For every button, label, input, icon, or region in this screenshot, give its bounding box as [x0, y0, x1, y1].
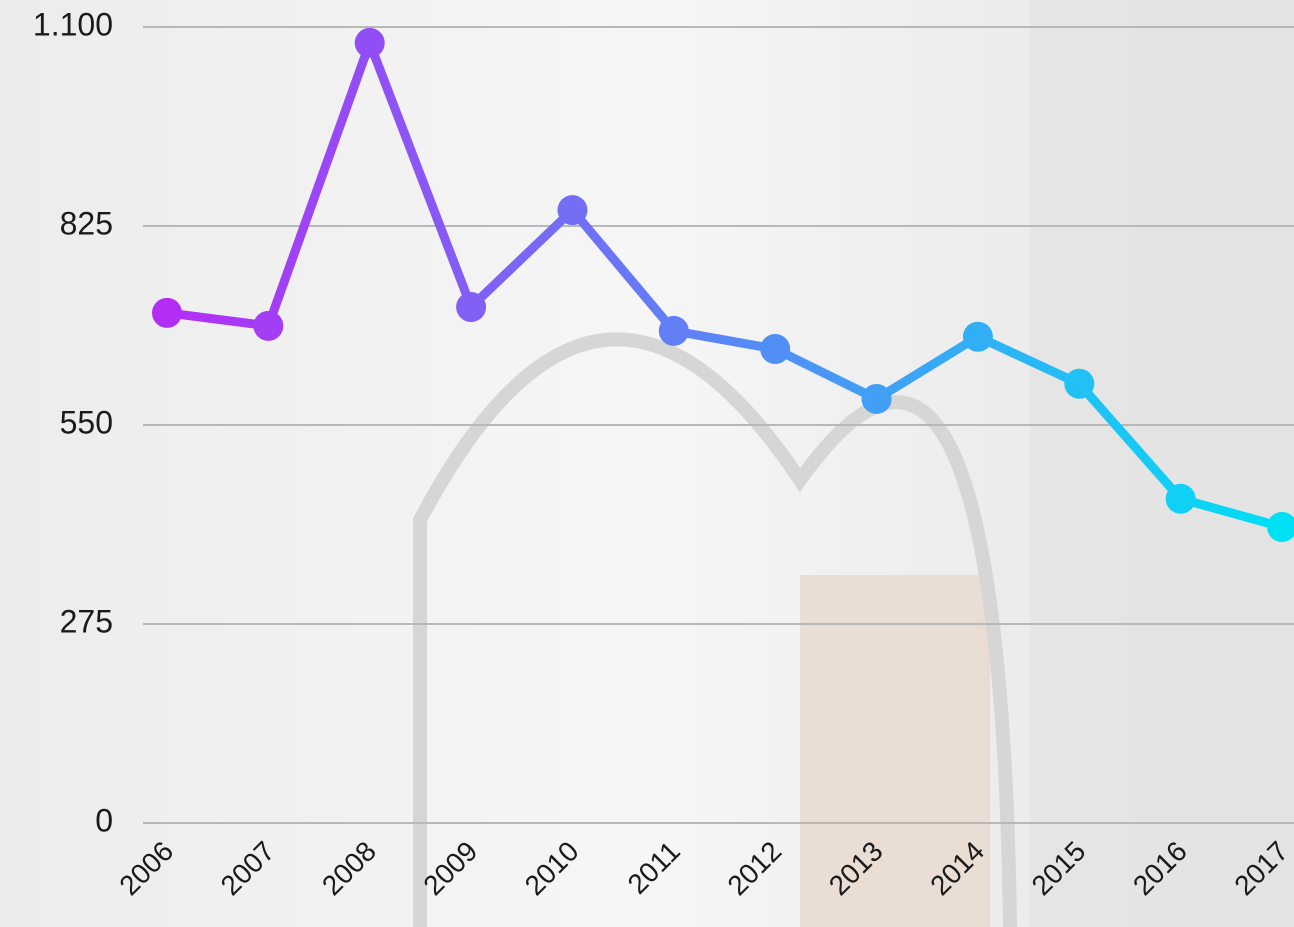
data-point: [1267, 512, 1294, 543]
data-point: [861, 383, 892, 414]
data-point: [456, 292, 487, 323]
data-point: [658, 315, 689, 346]
data-point: [962, 321, 993, 352]
y-tick-label: 1.100: [33, 6, 113, 42]
y-tick-label: 0: [95, 802, 113, 838]
data-point: [557, 195, 588, 226]
background-wall: [1030, 0, 1294, 927]
y-tick-label: 275: [60, 603, 113, 639]
data-point: [1064, 368, 1095, 399]
y-tick-label: 825: [60, 205, 113, 241]
data-point: [354, 27, 385, 58]
background-door: [800, 575, 990, 927]
data-point: [152, 297, 182, 328]
data-point: [760, 334, 791, 365]
background-arch: [413, 332, 1017, 927]
y-tick-label: 550: [60, 404, 113, 440]
data-point: [1165, 483, 1196, 514]
data-point: [253, 310, 284, 341]
data-line: [166, 38, 1284, 532]
